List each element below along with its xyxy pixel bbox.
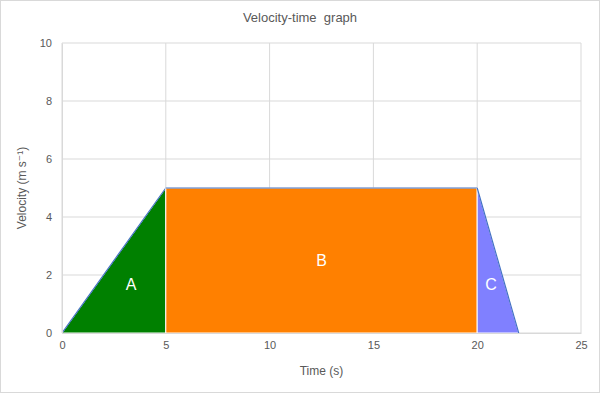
tick: 6 — [46, 153, 62, 165]
tick: 10 — [40, 37, 62, 49]
x-axis: 0 5 10 15 20 25 — [59, 333, 587, 351]
area-label: B — [316, 252, 327, 269]
tick-label: 5 — [163, 339, 169, 351]
tick-label: 10 — [264, 339, 276, 351]
tick-label: 4 — [46, 211, 52, 223]
area-label: A — [126, 276, 137, 293]
y-axis: 0 2 4 6 8 10 — [40, 37, 63, 339]
plot: 0 5 10 15 20 25 0 2 4 6 8 10 A B C — [40, 37, 588, 351]
outline — [477, 188, 519, 333]
tick: 0 — [46, 327, 62, 339]
axis-line — [62, 44, 63, 334]
tick: 20 — [472, 333, 484, 351]
grid-line-y — [62, 43, 581, 44]
area-labels: A B C — [126, 252, 497, 293]
grid-line-x — [62, 43, 63, 333]
grid-line-x — [581, 43, 582, 333]
grid-line-y — [62, 159, 581, 160]
chart-background — [1, 1, 600, 393]
tick: 8 — [46, 95, 62, 107]
axis-line — [63, 333, 582, 334]
tick-label: 0 — [46, 327, 52, 339]
tick: 5 — [163, 333, 169, 351]
tick-label: 25 — [575, 339, 587, 351]
tick-label: 0 — [59, 339, 65, 351]
title: Velocity-time graph — [243, 10, 357, 25]
y-axis-title: Velocity (m s⁻¹) — [15, 147, 29, 229]
grid — [62, 43, 581, 333]
tick: 0 — [59, 333, 65, 351]
outline — [62, 188, 166, 333]
marks — [62, 188, 519, 333]
tick: 4 — [46, 211, 62, 223]
tick-label: 20 — [472, 339, 484, 351]
area — [62, 188, 166, 333]
area — [477, 188, 519, 333]
tick: 10 — [264, 333, 276, 351]
x-axis-title: Time (s) — [300, 364, 344, 378]
outline — [166, 187, 477, 188]
tick-label: 8 — [46, 95, 52, 107]
tick-label: 15 — [368, 339, 380, 351]
tick: 15 — [368, 333, 380, 351]
tick-label: 6 — [46, 153, 52, 165]
chart: 0 5 10 15 20 25 0 2 4 6 8 10 A B C Velocity-time graph T… — [0, 0, 600, 393]
tick-label: 2 — [46, 269, 52, 281]
tick-label: 10 — [40, 37, 52, 49]
area-label: C — [485, 276, 497, 293]
grid-line-y — [62, 101, 581, 102]
area — [166, 188, 477, 333]
tick: 25 — [575, 333, 587, 351]
tick: 2 — [46, 269, 62, 281]
